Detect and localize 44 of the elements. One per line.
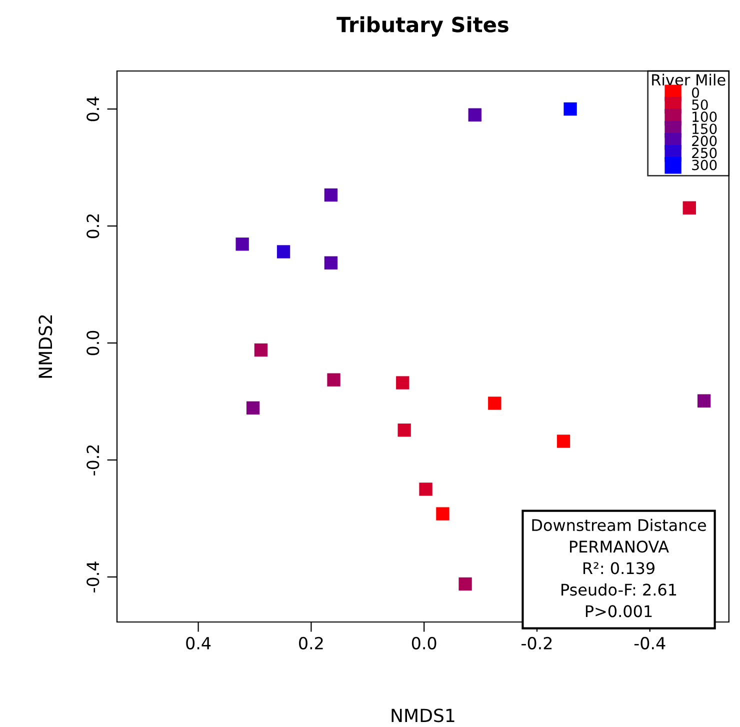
point (327, 373, 340, 386)
x-axis-title: NMDS1 (392, 708, 454, 722)
x-tick-label: -0.4 (634, 636, 666, 650)
annotation: PERMANOVA (570, 540, 669, 553)
point (398, 424, 411, 437)
point (236, 238, 249, 251)
point (324, 256, 338, 270)
point (246, 401, 260, 415)
point (396, 376, 410, 390)
y-tick-label: 0.4 (86, 96, 100, 122)
y-axis-title: NMDS2 (38, 315, 52, 378)
y-tick-label: 0.2 (86, 214, 100, 238)
x-tick-label: 0.4 (186, 636, 211, 650)
point (697, 394, 711, 408)
legend-label: 100 (692, 112, 717, 122)
point (324, 188, 338, 202)
annotation: R²: 0.139 (583, 562, 654, 574)
legend-label: 250 (692, 148, 717, 158)
chart-title: Tributary Sites (336, 16, 508, 37)
annotation: Pseudo-F: 2.61 (562, 583, 676, 596)
point (419, 482, 432, 496)
point (276, 245, 290, 258)
x-tick-label: 0.2 (299, 636, 323, 650)
point (682, 201, 696, 214)
legend-label: 50 (692, 99, 708, 110)
legend-title: River Mile (652, 74, 726, 86)
point (254, 343, 268, 357)
y-tick-label: -0.4 (86, 562, 100, 592)
y-tick-label: 0.0 (86, 330, 100, 356)
annotation: Downstream Distance (532, 518, 706, 532)
point (488, 396, 502, 410)
annotation: P>0.001 (586, 605, 652, 618)
x-tick-label: 0.0 (412, 636, 436, 650)
point (564, 102, 577, 116)
point (468, 108, 482, 122)
legend-label: 300 (692, 160, 717, 170)
legend-label: 0 (692, 87, 699, 98)
point (556, 434, 570, 448)
legend-label: 150 (692, 124, 717, 134)
x-tick-label: -0.2 (522, 636, 552, 650)
point (436, 507, 450, 520)
point (458, 577, 472, 591)
y-tick-label: -0.2 (86, 445, 100, 476)
legend-label: 200 (692, 136, 717, 146)
